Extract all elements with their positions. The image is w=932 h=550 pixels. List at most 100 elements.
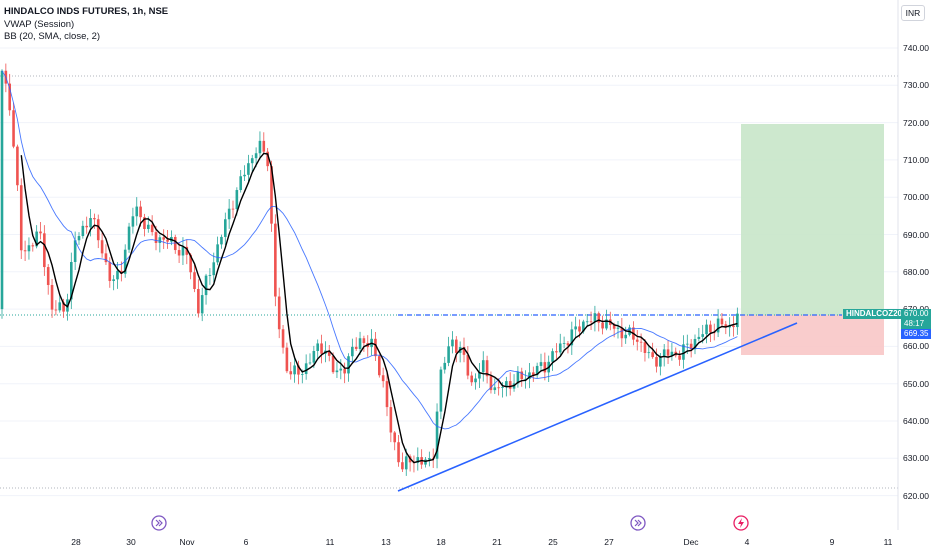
candle-body [93,218,96,220]
candle-body [612,324,616,329]
candle-body [347,356,350,374]
candle-body [570,329,574,346]
candle-body [158,237,162,243]
candle-body [100,240,104,254]
candle-body [501,387,504,388]
earnings-icon[interactable] [733,515,749,531]
candle-body [162,237,165,240]
candle-body [705,324,708,335]
candle-body [120,270,123,274]
candle-body [351,346,354,357]
candle-body [643,342,647,353]
chart-grid [0,47,898,497]
candle-body [289,371,293,375]
candle-body [173,236,177,251]
candle-body [339,368,343,371]
vwap-line [20,152,738,464]
candle-body [39,231,42,234]
candle-body [497,387,500,389]
candle-body [250,158,254,164]
candle-body [686,343,689,345]
time-tick-label: 11 [325,537,335,547]
candle-body [474,378,477,383]
candle-body [46,267,50,286]
candle-body [624,334,627,339]
candle-body [266,151,269,167]
candle-body [274,223,277,297]
candle-body [428,458,431,460]
candle-body [96,219,100,241]
candle-body [343,368,346,374]
symbol-title[interactable]: HINDALCO INDS FUTURES, 1h, NSE [4,6,169,17]
candle-body [23,250,27,252]
price-tick-label: 730.00 [903,80,929,91]
ascending-trendline [397,322,798,492]
candle-body [43,233,46,268]
candle-body [31,245,35,247]
candle-body [208,275,212,276]
candle-body [362,338,366,344]
candle-body [505,381,508,388]
price-tick-label: 710.00 [903,154,929,165]
candle-body [185,246,189,255]
candle-body [212,262,216,276]
candle-body [77,236,81,241]
candle-body [58,302,62,311]
candle-body [73,240,77,262]
time-tick-label: 9 [829,537,835,547]
dividend-icon[interactable] [151,515,167,531]
candle-body [270,166,273,224]
price-tick-label: 720.00 [903,117,929,128]
candle-body [493,387,497,391]
candle-body [585,321,589,323]
candle-body [331,355,335,373]
candle-body [200,295,204,314]
candle-body [709,324,712,333]
candle-body [593,313,597,322]
candle-body [508,381,512,389]
candle-body [447,346,450,363]
candle-body [520,371,524,380]
candle-body [682,344,685,360]
candle-body [455,339,458,353]
time-tick-label: Nov [179,537,195,547]
indicator-vwap[interactable]: VWAP (Session) [4,18,75,30]
candle-body [639,341,643,343]
currency-button[interactable]: INR [901,5,925,21]
candle-body [466,354,470,376]
candle-body [651,352,654,358]
candle-body [262,140,266,152]
candle-body [139,206,142,218]
dividend-icon[interactable] [630,515,646,531]
candle-body [85,225,88,228]
indicator-bb[interactable]: BB (20, SMA, close, 2) [4,31,101,42]
candle-body [724,324,728,328]
candle-body [555,351,558,353]
candle-body [70,261,73,300]
candle-body [385,381,389,408]
candle-body [539,362,543,366]
candle-body [616,327,620,329]
candle-body [597,313,601,323]
candle-body [535,365,539,376]
time-tick-label: 18 [436,537,446,547]
candle-body [485,360,489,377]
price-tick-label: 740.00 [903,43,929,53]
candle-body [543,362,547,373]
vwap-badge: 669.35 [901,329,931,339]
candle-body [424,459,427,465]
price-tick-label: 640.00 [903,416,929,426]
candle-body [227,208,231,220]
candle-body [220,236,223,245]
candle-body [154,232,158,243]
candle-body [439,369,443,412]
price-tick-label: 650.00 [903,378,929,389]
time-tick-label: 4 [744,537,750,547]
time-tick-label: 28 [71,537,81,547]
candle-body [666,349,670,356]
chart-legend: HINDALCO INDS FUTURES, 1h, NSE VWAP (Ses… [4,6,168,44]
candle-body [532,372,535,376]
candle-body [147,224,150,229]
candle-body [177,250,181,256]
